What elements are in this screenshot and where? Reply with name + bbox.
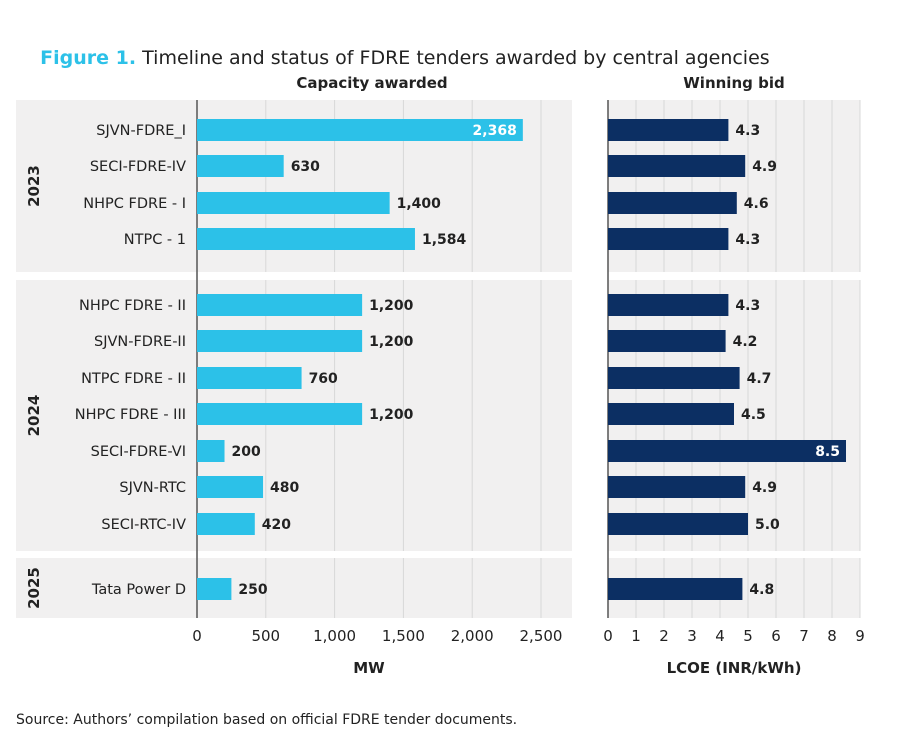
bar bbox=[197, 476, 264, 498]
x-tick-label: 1,000 bbox=[313, 627, 356, 645]
category-label: NHPC FDRE - III bbox=[75, 407, 186, 423]
group-band bbox=[16, 558, 572, 618]
bar bbox=[608, 513, 748, 535]
data-label: 2,368 bbox=[473, 123, 517, 139]
x-tick-label: 7 bbox=[799, 627, 809, 645]
data-label: 760 bbox=[309, 371, 338, 387]
data-label: 4.3 bbox=[735, 232, 760, 248]
bar bbox=[608, 155, 746, 177]
x-tick-label: 0 bbox=[192, 627, 202, 645]
data-label: 630 bbox=[291, 159, 320, 175]
data-label: 1,400 bbox=[397, 196, 442, 212]
bar bbox=[197, 330, 363, 352]
bar bbox=[608, 476, 746, 498]
data-label: 4.5 bbox=[741, 407, 766, 423]
data-label: 4.6 bbox=[744, 196, 769, 212]
x-tick-label: 3 bbox=[687, 627, 697, 645]
bar bbox=[197, 294, 363, 316]
bar bbox=[197, 228, 415, 250]
data-label: 1,200 bbox=[369, 407, 414, 423]
category-label: SECI-RTC-IV bbox=[101, 517, 186, 533]
data-label: 8.5 bbox=[815, 444, 840, 460]
year-group-label: 2024 bbox=[25, 395, 43, 437]
year-group-label: 2023 bbox=[25, 165, 43, 207]
x-axis-title: LCOE (INR/kWh) bbox=[667, 659, 802, 677]
bar bbox=[197, 440, 225, 462]
x-tick-label: 1,500 bbox=[382, 627, 425, 645]
data-label: 4.8 bbox=[749, 582, 774, 598]
data-label: 1,200 bbox=[369, 298, 414, 314]
x-tick-label: 9 bbox=[855, 627, 865, 645]
bar bbox=[197, 578, 232, 600]
x-tick-label: 8 bbox=[827, 627, 837, 645]
figure-title-text: Timeline and status of FDRE tenders awar… bbox=[136, 47, 770, 69]
chart: 0 500 1,000 1,500 2,000 2,500 Capacity awarded… bbox=[16, 74, 865, 677]
figure-label: Figure 1. bbox=[40, 47, 137, 69]
x-tick-label: 4 bbox=[715, 627, 725, 645]
bar bbox=[608, 192, 737, 214]
category-label: NTPC - 1 bbox=[124, 232, 186, 248]
bar bbox=[608, 330, 726, 352]
data-label: 4.2 bbox=[733, 334, 758, 350]
data-label: 420 bbox=[262, 517, 291, 533]
bar bbox=[608, 403, 734, 425]
category-label: NHPC FDRE - I bbox=[83, 196, 186, 212]
bar bbox=[608, 119, 729, 141]
x-tick-label: 2,500 bbox=[520, 627, 563, 645]
bar bbox=[608, 578, 743, 600]
x-tick-label: 5 bbox=[743, 627, 753, 645]
x-tick-label: 500 bbox=[251, 627, 280, 645]
year-group-label: 2025 bbox=[25, 567, 43, 609]
bar bbox=[197, 119, 523, 141]
x-tick-label: 2,000 bbox=[451, 627, 494, 645]
x-tick-label: 1 bbox=[631, 627, 641, 645]
data-label: 250 bbox=[238, 582, 267, 598]
x-tick-label: 6 bbox=[771, 627, 781, 645]
figure-title: Figure 1. Timeline and status of FDRE te… bbox=[16, 25, 770, 91]
category-label: SJVN-FDRE_I bbox=[96, 123, 186, 139]
panel-title: Winning bid bbox=[683, 74, 784, 92]
bar bbox=[197, 403, 363, 425]
category-label: SJVN-RTC bbox=[119, 480, 186, 496]
bar bbox=[608, 228, 729, 250]
bar bbox=[608, 440, 846, 462]
data-label: 480 bbox=[270, 480, 299, 496]
bar bbox=[197, 367, 302, 389]
category-label: SECI-FDRE-VI bbox=[91, 444, 186, 460]
data-label: 4.3 bbox=[735, 123, 760, 139]
data-label: 4.9 bbox=[752, 480, 777, 496]
bar bbox=[608, 294, 729, 316]
data-label: 4.3 bbox=[735, 298, 760, 314]
bar bbox=[197, 513, 255, 535]
x-tick-label: 2 bbox=[659, 627, 669, 645]
panel-title: Capacity awarded bbox=[296, 74, 447, 92]
data-label: 200 bbox=[232, 444, 261, 460]
data-label: 5.0 bbox=[755, 517, 780, 533]
source-note: Source: Authors’ compilation based on of… bbox=[16, 712, 518, 728]
bar bbox=[608, 367, 740, 389]
category-label: NTPC FDRE - II bbox=[81, 371, 186, 387]
data-label: 1,200 bbox=[369, 334, 414, 350]
data-label: 4.7 bbox=[747, 371, 772, 387]
category-label: Tata Power D bbox=[91, 582, 186, 598]
data-label: 1,584 bbox=[422, 232, 467, 248]
category-label: NHPC FDRE - II bbox=[79, 298, 186, 314]
x-tick-label: 0 bbox=[603, 627, 613, 645]
category-label: SJVN-FDRE-II bbox=[94, 334, 186, 350]
x-axis-title: MW bbox=[353, 659, 385, 677]
category-label: SECI-FDRE-IV bbox=[90, 159, 186, 175]
data-label: 4.9 bbox=[752, 159, 777, 175]
bar bbox=[197, 155, 284, 177]
bar bbox=[197, 192, 390, 214]
